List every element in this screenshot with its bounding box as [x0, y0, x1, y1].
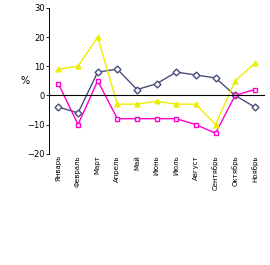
Среднестоимостная: [234, 94, 237, 97]
Среднестоимостная: [135, 117, 139, 120]
Среднестоимостная: [116, 117, 119, 120]
Низкостоимостная: [234, 94, 237, 97]
Среднестоимостная: [96, 79, 99, 82]
Низкостоимостная: [76, 111, 80, 114]
Высокостоимостная: [96, 36, 99, 39]
Высокостоимостная: [175, 103, 178, 106]
Высокостоимостная: [194, 103, 197, 106]
Низкостоимостная: [175, 70, 178, 74]
Высокостоимостная: [57, 68, 60, 71]
Высокостоимостная: [214, 123, 217, 126]
Y-axis label: %: %: [21, 76, 30, 86]
Низкостоимостная: [57, 105, 60, 109]
Среднестоимостная: [194, 123, 197, 126]
Среднестоимостная: [76, 123, 80, 126]
Высокостоимостная: [234, 79, 237, 82]
Среднестоимостная: [214, 132, 217, 135]
Высокостоимостная: [76, 65, 80, 68]
Низкостоимостная: [194, 73, 197, 77]
Line: Высокостоимостная: Высокостоимостная: [56, 35, 257, 127]
Низкостоимостная: [155, 82, 158, 85]
Низкостоимостная: [116, 68, 119, 71]
Высокостоимостная: [116, 103, 119, 106]
Line: Среднестоимостная: Среднестоимостная: [56, 78, 257, 136]
Низкостоимостная: [96, 70, 99, 74]
Высокостоимостная: [155, 100, 158, 103]
Низкостоимостная: [253, 105, 256, 109]
Низкостоимостная: [214, 76, 217, 80]
Line: Низкостоимостная: Низкостоимостная: [56, 67, 257, 115]
Среднестоимостная: [253, 88, 256, 91]
Низкостоимостная: [135, 88, 139, 91]
Высокостоимостная: [135, 103, 139, 106]
Высокостоимостная: [253, 62, 256, 65]
Среднестоимостная: [175, 117, 178, 120]
Среднестоимостная: [155, 117, 158, 120]
Среднестоимостная: [57, 82, 60, 85]
